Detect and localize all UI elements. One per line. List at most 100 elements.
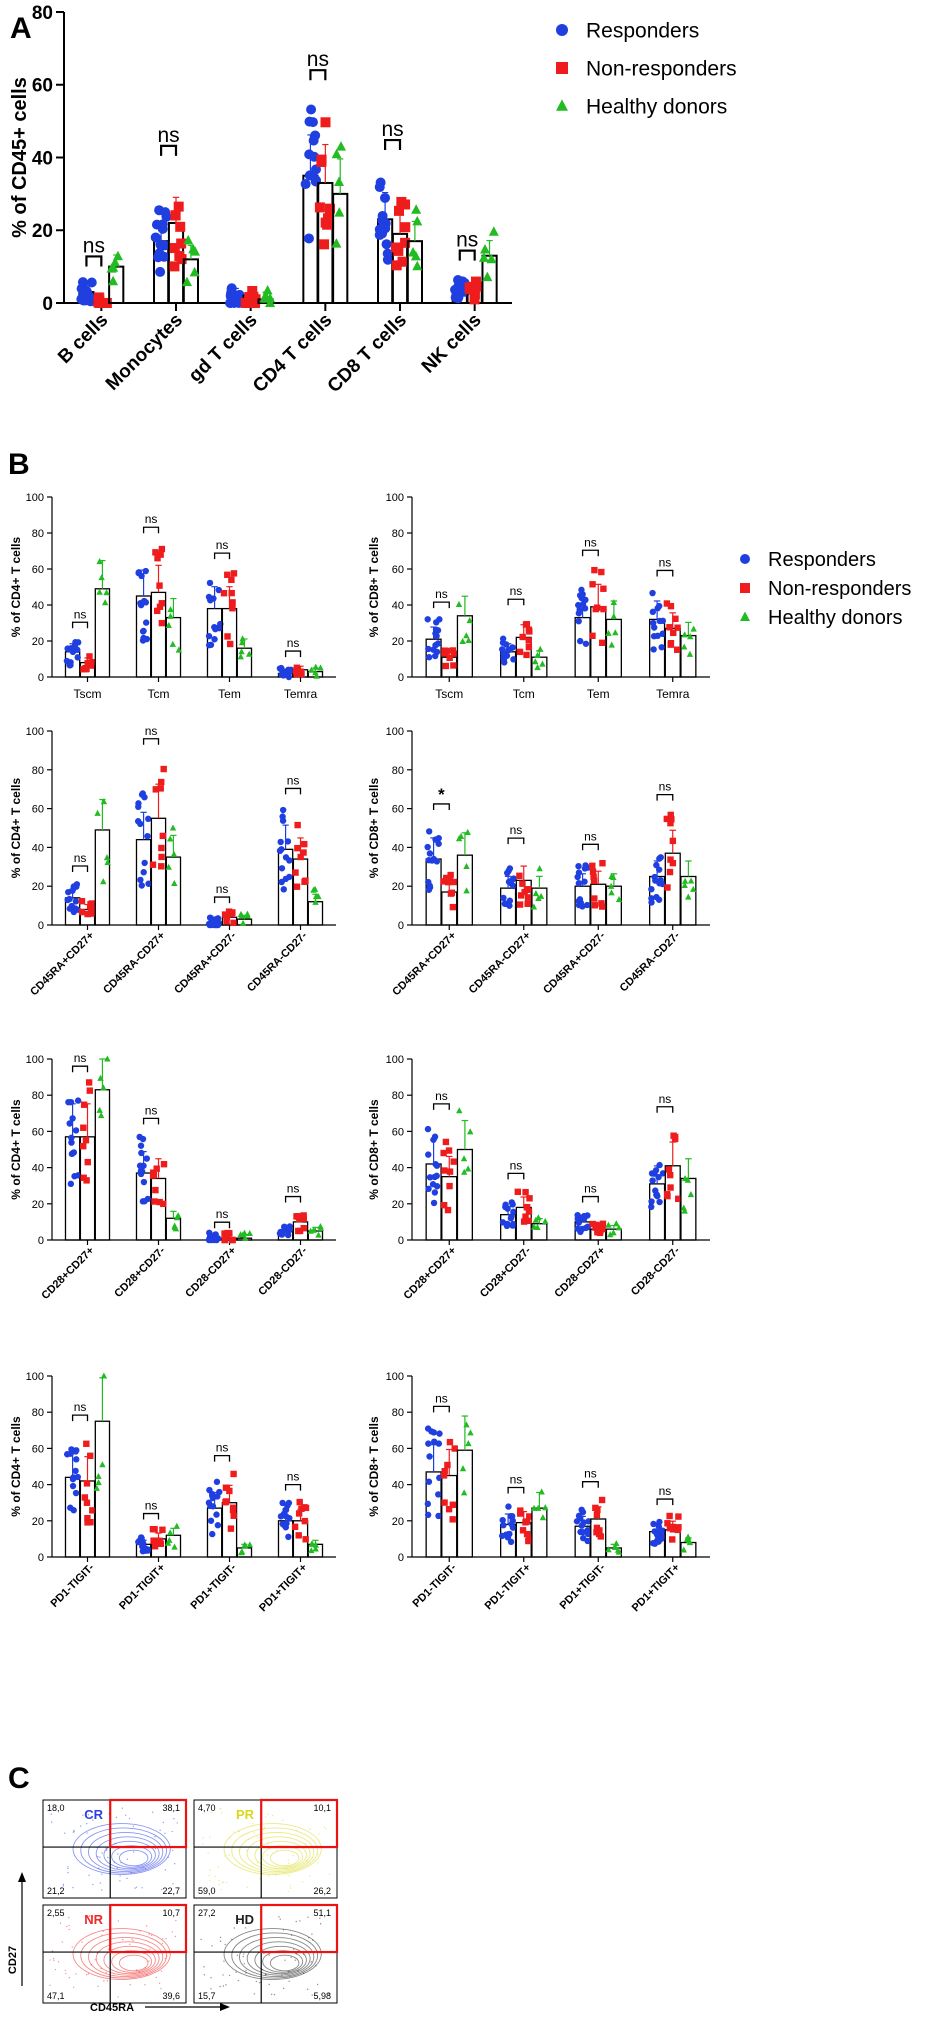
event-dot [71, 1946, 73, 1948]
data-point-responders [500, 650, 507, 658]
category-label: Tscm [74, 687, 102, 701]
data-point-nonresponders [149, 861, 157, 868]
data-point-responders [160, 207, 171, 218]
category-label: CD45RA-CD27+ [101, 930, 168, 997]
y-tick-label: 20 [32, 881, 44, 893]
event-dot [268, 1954, 270, 1956]
event-dot [85, 1973, 88, 1976]
y-tick-label: 100 [26, 492, 44, 504]
event-dot [246, 1886, 248, 1889]
data-point-nonresponders [153, 1165, 160, 1172]
quadrant-value: 27,2 [198, 1908, 216, 1918]
category-label: CD4 T cells [249, 310, 336, 397]
data-point-nonresponders [669, 859, 677, 867]
data-point-responders [215, 586, 222, 594]
data-point-healthy [171, 1222, 178, 1229]
event-dot [303, 1953, 305, 1955]
event-dot [242, 1955, 244, 1958]
data-point-healthy [103, 589, 110, 596]
data-point-responders [138, 1149, 145, 1157]
data-point-healthy [312, 1541, 319, 1548]
data-point-healthy [100, 798, 108, 805]
data-point-responders [578, 1522, 585, 1529]
data-point-nonresponders [78, 897, 86, 905]
data-point-healthy [99, 1461, 106, 1468]
y-tick-label: 100 [26, 1054, 44, 1066]
data-point-healthy [181, 276, 192, 287]
significance-bracket [160, 144, 178, 156]
data-point-healthy [461, 1168, 468, 1175]
event-dot [302, 1972, 305, 1975]
contour-line [72, 1928, 171, 1980]
category-label: Tem [218, 687, 241, 701]
data-point-nonresponders [663, 815, 671, 823]
significance-bracket [581, 1195, 599, 1203]
data-point-nonresponders [447, 890, 455, 897]
significance-label: ns [287, 773, 300, 787]
data-point-nonresponders [158, 545, 166, 553]
event-dot [90, 1964, 93, 1966]
event-dot [115, 1816, 118, 1819]
data-point-nonresponders [224, 633, 231, 640]
legend-marker-healthy [740, 611, 750, 621]
quadrant-value: 51,1 [313, 1908, 331, 1918]
sample-label: HD [235, 1912, 254, 1927]
event-dot [126, 1877, 128, 1880]
data-point-nonresponders [229, 605, 236, 612]
event-dot [203, 1974, 206, 1976]
significance-label: ns [659, 1092, 672, 1106]
significance-bracket [384, 138, 402, 151]
data-point-responders [508, 876, 516, 884]
data-point-responders [654, 1192, 661, 1200]
event-dot [106, 1980, 109, 1982]
data-point-healthy [608, 889, 615, 896]
event-dot [253, 1832, 256, 1834]
event-dot [214, 1875, 216, 1878]
data-point-nonresponders [522, 621, 530, 628]
data-point-responders [425, 1478, 433, 1485]
y-tick-label: 80 [32, 3, 53, 24]
data-point-responders [499, 639, 507, 646]
data-point-healthy [610, 598, 618, 606]
category-label: CD45RA-CD27- [618, 929, 683, 994]
data-point-healthy [690, 885, 697, 892]
event-dot [308, 1937, 310, 1939]
data-point-responders [508, 1199, 516, 1206]
data-point-responders [653, 1531, 661, 1538]
data-point-nonresponders [667, 1184, 674, 1191]
data-point-nonresponders [446, 877, 453, 885]
data-point-responders [433, 1172, 440, 1180]
data-point-responders [576, 606, 583, 613]
contour-line [269, 1954, 300, 1972]
event-dot [161, 1888, 163, 1891]
data-point-healthy [605, 629, 612, 636]
contour-line [254, 1840, 307, 1870]
data-point-responders [648, 895, 655, 902]
significance-label: ns [145, 724, 158, 738]
data-point-healthy [607, 1231, 614, 1238]
data-point-healthy [308, 666, 315, 673]
data-point-responders [435, 834, 442, 842]
data-point-responders [380, 192, 391, 203]
event-dot [281, 1819, 284, 1822]
data-point-responders [207, 597, 214, 604]
data-point-nonresponders [78, 908, 86, 916]
data-point-healthy [534, 651, 541, 659]
event-dot [288, 1971, 290, 1973]
data-point-responders [425, 1151, 432, 1158]
data-point-nonresponders [444, 1461, 451, 1469]
data-point-healthy [538, 1488, 545, 1495]
data-point-responders [308, 135, 319, 146]
quadrant-value: 5,98 [313, 1991, 331, 2001]
data-point-responders [277, 838, 284, 846]
data-point-healthy [96, 1106, 103, 1113]
data-point-responders [141, 1198, 148, 1205]
event-dot [162, 1938, 164, 1940]
data-point-nonresponders [227, 640, 234, 648]
data-point-responders [649, 589, 656, 597]
contour-line [231, 1827, 319, 1874]
data-point-healthy [480, 243, 491, 254]
data-point-nonresponders [247, 285, 258, 296]
event-dot [200, 1938, 202, 1941]
data-point-nonresponders [667, 819, 674, 827]
